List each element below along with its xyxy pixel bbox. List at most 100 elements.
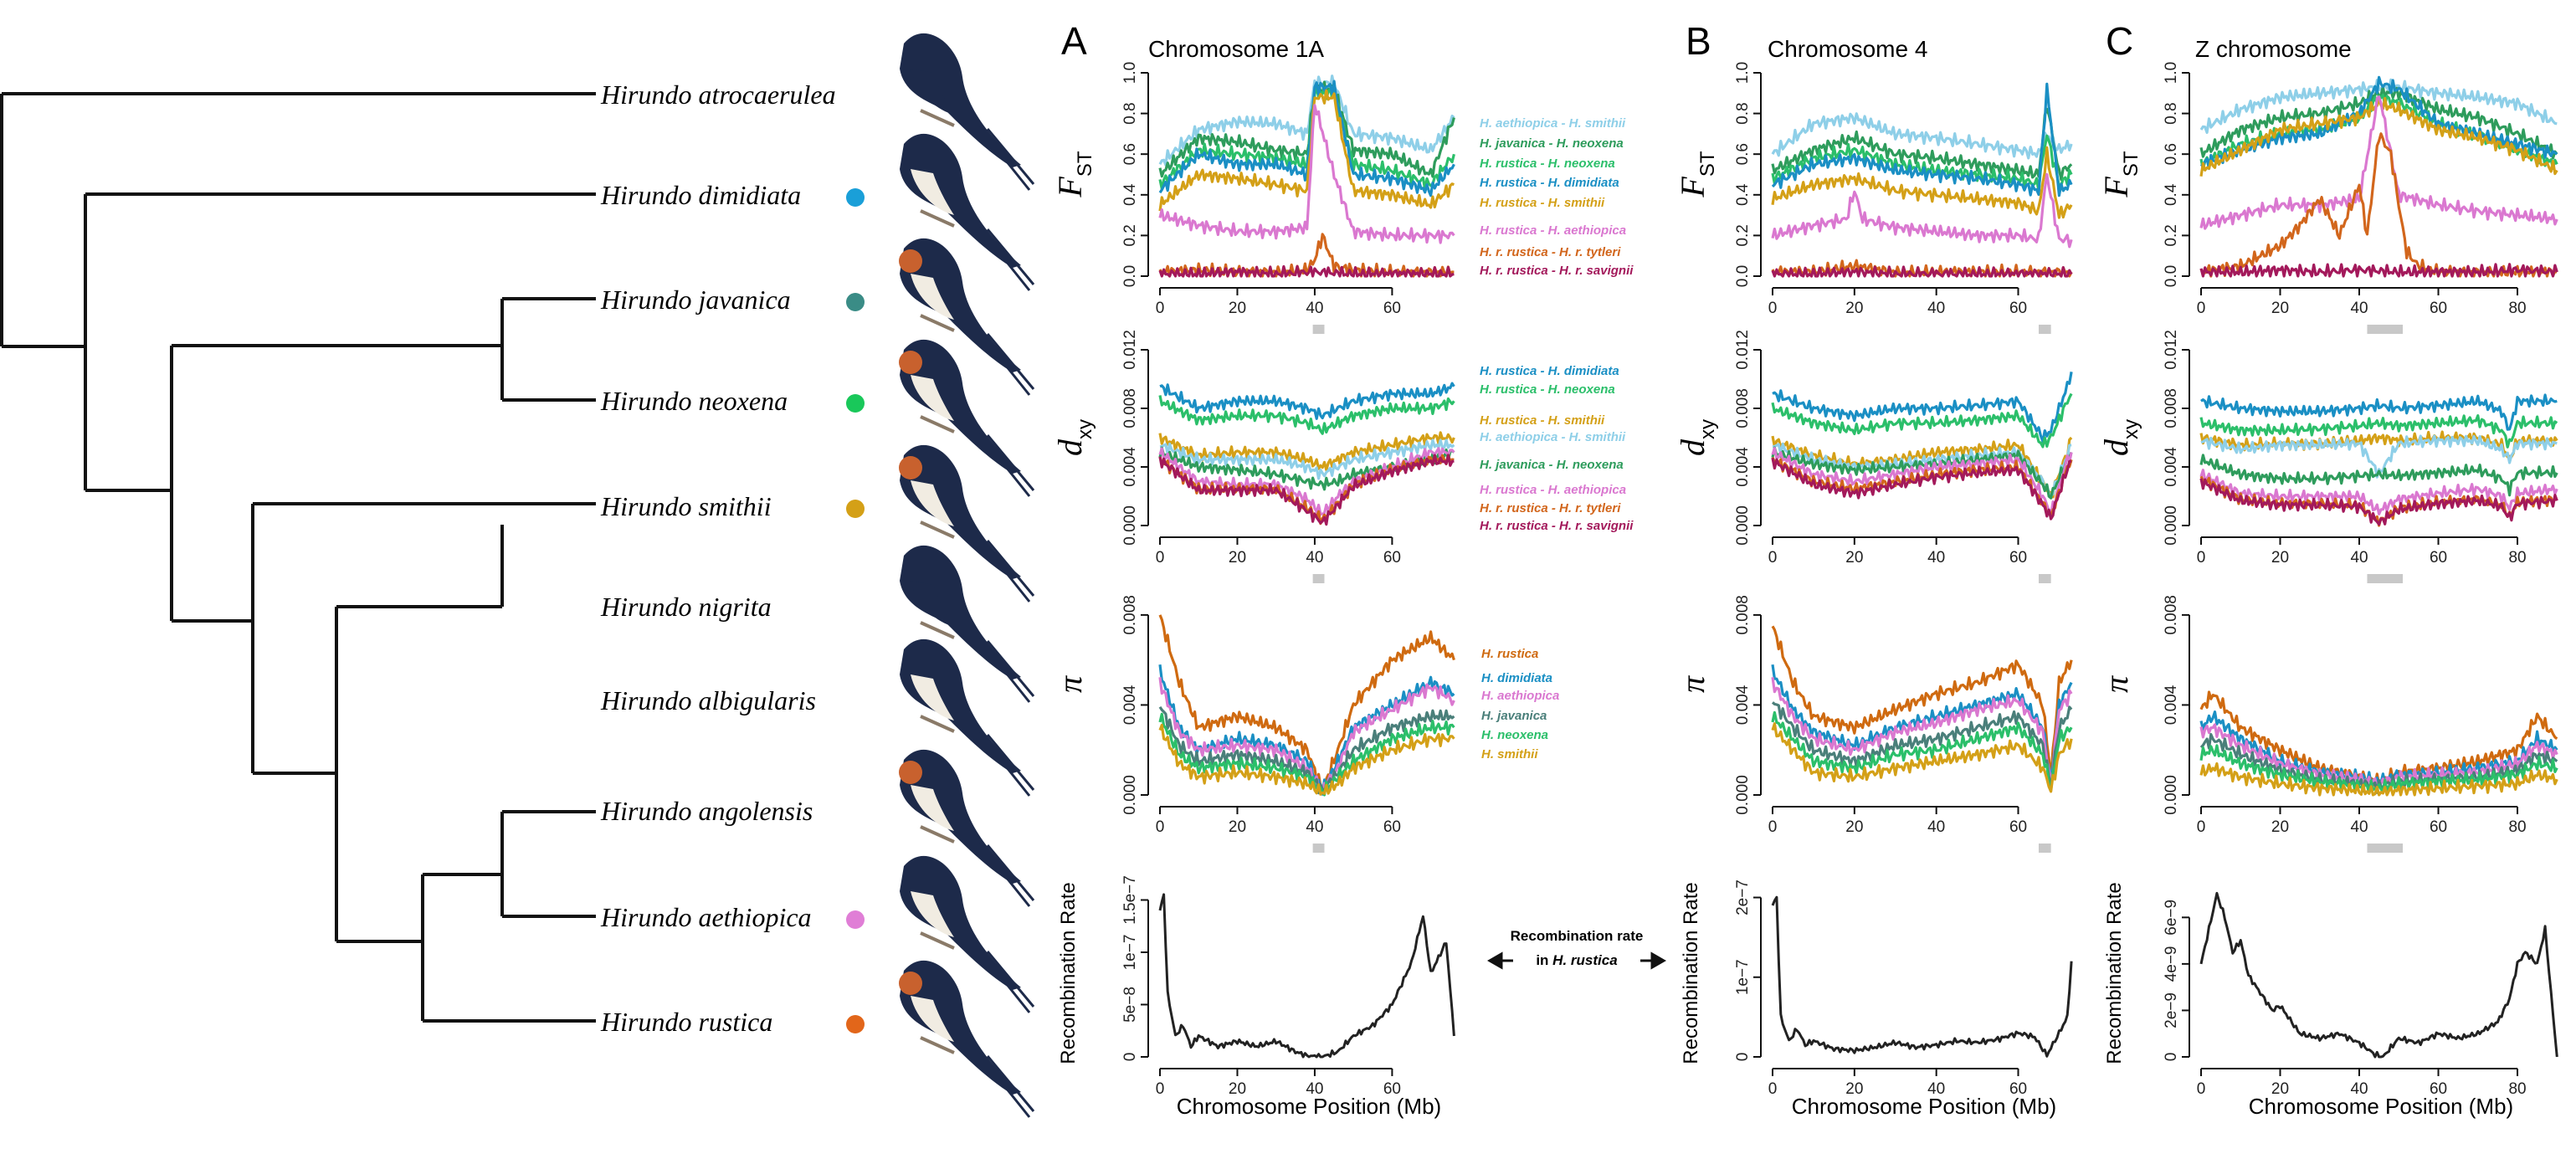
legend-entry: H. aethiopica — [1481, 689, 1559, 703]
axes — [1141, 349, 1393, 545]
legend-entry: H. r. rustica - H. r. savignii — [1480, 264, 1634, 278]
swallow-illustration — [899, 339, 1035, 497]
legend-entry: H. rustica - H. neoxena — [1480, 156, 1615, 171]
swallow-illustration — [899, 444, 1035, 603]
x-axis-title: Chromosome Position (Mb) — [2249, 1094, 2513, 1119]
swallow-illustration — [899, 238, 1035, 396]
axes — [1141, 613, 1393, 814]
y-tick-label: 0.008 — [1121, 388, 1139, 428]
legend-entry: H. rustica - H. dimidiata — [1480, 364, 1619, 378]
y-tick-label: 0.0 — [2163, 265, 2180, 287]
y-tick-label: 0.004 — [2163, 447, 2180, 487]
axes — [2182, 613, 2519, 814]
legend-entry: H. rustica — [1481, 647, 1538, 661]
y-tick-label: 0.004 — [1121, 447, 1139, 487]
swallow-illustration — [899, 960, 1035, 1118]
tree-branch — [0, 92, 596, 348]
y-label-pi: π — [1674, 675, 1711, 693]
x-tick-label: 40 — [1306, 549, 1323, 567]
panel-letter-b: B — [1686, 19, 1711, 63]
arrow-left-icon — [1486, 951, 1513, 970]
tree-branch — [170, 344, 502, 623]
tree-branch — [421, 873, 596, 1023]
y-tick-label: 1e−7 — [1734, 959, 1752, 995]
legend-entry: H. javanica — [1481, 709, 1547, 723]
x-axis-title: Chromosome Position (Mb) — [1177, 1094, 1441, 1119]
x-tick-label: 20 — [1845, 818, 1863, 836]
low-recombination-region-bar — [2038, 574, 2051, 583]
y-tick-label: 6e−9 — [2163, 900, 2180, 936]
legend-fst: H. aethiopica - H. smithii H. javanica - … — [1480, 116, 1634, 278]
x-tick-label: 40 — [1927, 549, 1945, 567]
plot-A-rec: 0 5e−8 1e−7 1.5e−7 0 20 40 60 — [1121, 875, 1455, 1098]
series-line — [1158, 893, 1455, 1059]
legend-entry: H. rustica - H. aethiopica — [1480, 223, 1626, 238]
y-tick-label: 2e−9 — [2163, 992, 2180, 1028]
y-label-dxy: dxy — [1674, 419, 1719, 456]
series-line — [1158, 723, 1455, 796]
y-tick-label: 0 — [1121, 1053, 1139, 1062]
legend-entry: H. rustica - H. smithii — [1480, 196, 1605, 210]
series-line — [1158, 74, 1455, 167]
x-tick-label: 0 — [1156, 300, 1165, 317]
y-label-pi: π — [2097, 675, 2135, 693]
series-line — [2199, 78, 2558, 134]
arrow-right-icon — [1640, 951, 1667, 970]
y-tick-label: 0.004 — [1121, 685, 1139, 725]
series-line — [1158, 454, 1455, 526]
series-line — [1771, 710, 2073, 792]
x-tick-label: 40 — [1927, 818, 1945, 836]
y-tick-label: 0.0 — [1734, 265, 1752, 287]
axes — [2182, 349, 2519, 545]
low-recombination-region-bar — [2367, 574, 2403, 583]
x-tick-label: 60 — [1383, 818, 1401, 836]
x-tick-label: 0 — [1156, 549, 1165, 567]
y-label-dxy: dxy — [2097, 419, 2142, 456]
legend-entry: H. r. rustica - H. r. tytleri — [1480, 501, 1621, 515]
y-tick-label: 0 — [1734, 1053, 1752, 1062]
y-tick-label: 0.004 — [1734, 447, 1752, 487]
species-color-dot — [846, 1015, 865, 1033]
series-line — [1771, 446, 2073, 516]
panel-letter-c: C — [2106, 19, 2133, 63]
tree-branch — [84, 192, 596, 492]
x-tick-label: 20 — [1229, 549, 1246, 567]
swallow-illustration — [900, 545, 1035, 703]
legend-pi: H. rustica H. dimidiata H. aethiopica H. ja… — [1481, 647, 1559, 761]
x-tick-label: 60 — [2430, 549, 2447, 567]
species-labels: Hirundo atrocaerulea Hirundo dimidiata Hir… — [600, 79, 865, 1037]
y-tick-label: 1.5e−7 — [1121, 875, 1139, 925]
x-tick-label: 20 — [2271, 549, 2289, 567]
low-recombination-region-bar — [2367, 844, 2403, 853]
series-line — [1771, 82, 2073, 197]
legend-entry: H. rustica - H. aethiopica — [1480, 483, 1626, 497]
axes — [1141, 899, 1393, 1076]
x-tick-label: 0 — [1768, 549, 1778, 567]
x-tick-label: 20 — [1229, 818, 1246, 836]
y-label-dxy: dxy — [1051, 419, 1096, 456]
x-tick-label: 40 — [2350, 549, 2368, 567]
panel-title-a: Chromosome 1A — [1148, 36, 1324, 62]
legend-entry: H. rustica - H. dimidiata — [1480, 176, 1619, 190]
legend-entry: H. aethiopica - H. smithii — [1480, 116, 1626, 131]
swallow-illustration — [900, 855, 1035, 1013]
axes — [1753, 896, 2019, 1076]
series-line — [1158, 395, 1455, 435]
series-line — [2199, 430, 2558, 459]
y-tick-label: 0 — [2163, 1053, 2180, 1062]
species-label: Hirundo javanica — [600, 285, 791, 315]
tree-branch — [500, 297, 596, 402]
y-tick-label: 0.8 — [1121, 102, 1139, 124]
x-tick-label: 80 — [2508, 818, 2526, 836]
y-axis-labels-B: FST dxy π Recombination Rate Chromosome Posi… — [1674, 151, 2056, 1119]
series-line — [1158, 705, 1455, 795]
plot-B-fst: 0.0 0.2 0.4 0.6 0.8 1.0 0 20 40 60 — [1734, 62, 2073, 334]
species-label: Hirundo albigularis — [600, 685, 816, 715]
x-tick-label: 80 — [2508, 549, 2526, 567]
x-tick-label: 40 — [2350, 818, 2368, 836]
arrow-caption-line1: Recombination rate — [1511, 928, 1644, 944]
series-line — [1158, 89, 1455, 212]
y-tick-label: 0.008 — [1734, 595, 1752, 635]
species-color-dot — [846, 188, 865, 207]
x-tick-label: 20 — [1845, 549, 1863, 567]
